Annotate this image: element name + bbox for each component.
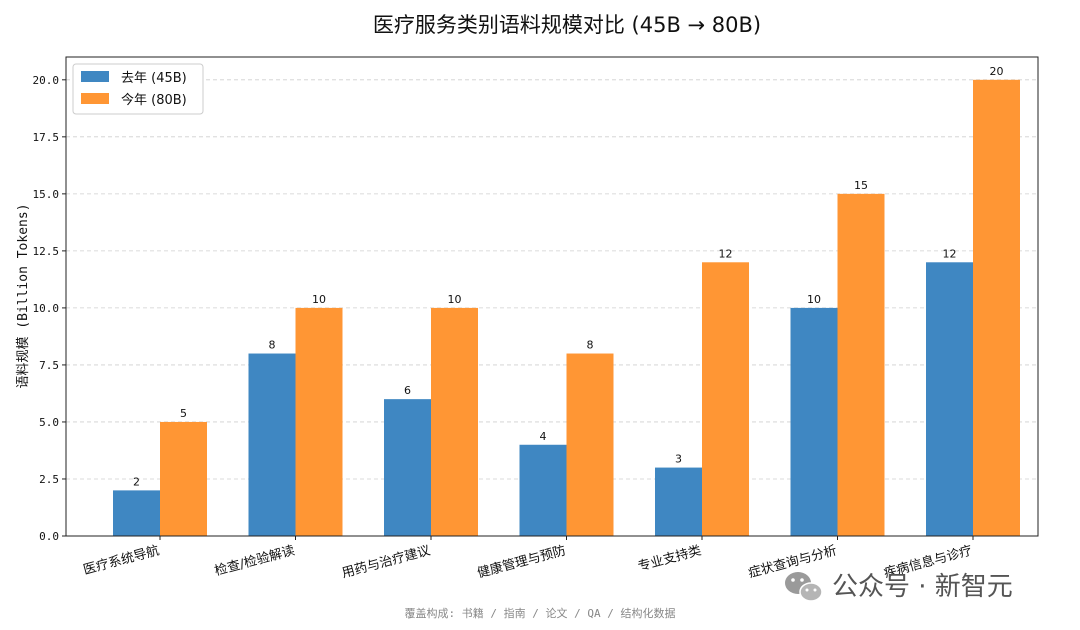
bar-this-year: [973, 79, 1020, 537]
bar-value-label: 10: [807, 293, 821, 306]
bar-last-year: [519, 444, 567, 536]
legend-label-this-year: 今年 (80B): [121, 92, 187, 108]
watermark-text: 公众号 · 新智元: [832, 572, 1013, 602]
y-tick-label: 17.5: [33, 131, 60, 144]
bar-value-label: 10: [312, 293, 326, 306]
y-axis-ticks: 0.0 2.5 5.0 7.5 10.0 12.5 15.0 17.5 20.0: [33, 74, 66, 543]
bar-value-label: 15: [854, 179, 868, 192]
bar-this-year: [837, 193, 885, 536]
data-labels: 2 5 8 10 6 10 4 8 3 12 10 15 12 20: [133, 65, 1004, 489]
wechat-icon: [785, 572, 823, 602]
y-tick-label: 20.0: [33, 74, 60, 87]
bar-last-year: [926, 262, 973, 536]
bars: [113, 79, 1020, 537]
bar-this-year: [431, 307, 478, 536]
bar-last-year: [248, 353, 296, 536]
y-tick-label: 2.5: [39, 473, 59, 486]
y-tick-label: 15.0: [33, 188, 60, 201]
x-tick-label: 健康管理与预防: [475, 542, 567, 581]
bar-last-year: [790, 307, 838, 536]
x-tick-label: 检查/检验解读: [213, 542, 297, 579]
bar-value-label: 3: [675, 453, 682, 466]
bar-this-year: [566, 353, 614, 536]
bar-value-label: 10: [448, 293, 462, 306]
watermark: 公众号 · 新智元: [785, 572, 1013, 602]
legend-swatch-last-year: [81, 71, 109, 82]
bar-value-label: 12: [943, 247, 957, 260]
chart-title: 医疗服务类别语料规模对比 (45B → 80B): [373, 13, 761, 37]
bar-value-label: 4: [540, 430, 547, 443]
legend-swatch-this-year: [81, 93, 109, 104]
y-tick-label: 12.5: [33, 245, 60, 258]
bar-this-year: [295, 307, 343, 536]
bar-this-year: [160, 421, 207, 536]
x-tick-label: 专业支持类: [636, 543, 703, 574]
grid-lines: [66, 79, 1038, 480]
bar-value-label: 8: [587, 339, 594, 352]
bar-last-year: [113, 490, 160, 536]
bar-last-year: [384, 399, 431, 536]
legend: 去年 (45B) 今年 (80B): [72, 63, 204, 115]
bar-value-label: 2: [133, 475, 140, 488]
y-tick-label: 10.0: [33, 302, 60, 315]
bar-value-label: 5: [180, 407, 187, 420]
bar-last-year: [655, 467, 702, 536]
y-tick-label: 7.5: [39, 359, 59, 372]
bar-value-label: 8: [269, 339, 276, 352]
bar-value-label: 20: [990, 65, 1004, 78]
bar-value-label: 12: [719, 247, 733, 260]
plot-frame: [65, 56, 1039, 537]
y-tick-label: 0.0: [39, 530, 59, 543]
x-tick-label: 医疗系统导航: [82, 542, 161, 578]
bar-value-label: 6: [404, 384, 411, 397]
footer-note: 覆盖构成: 书籍 / 指南 / 论文 / QA / 结构化数据: [405, 606, 676, 620]
legend-label-last-year: 去年 (45B): [121, 71, 187, 86]
y-tick-label: 5.0: [39, 416, 59, 429]
y-axis-label: 语料规模 (Billion Tokens): [16, 203, 31, 388]
x-tick-label: 用药与治疗建议: [340, 543, 432, 581]
bar-this-year: [702, 262, 749, 536]
